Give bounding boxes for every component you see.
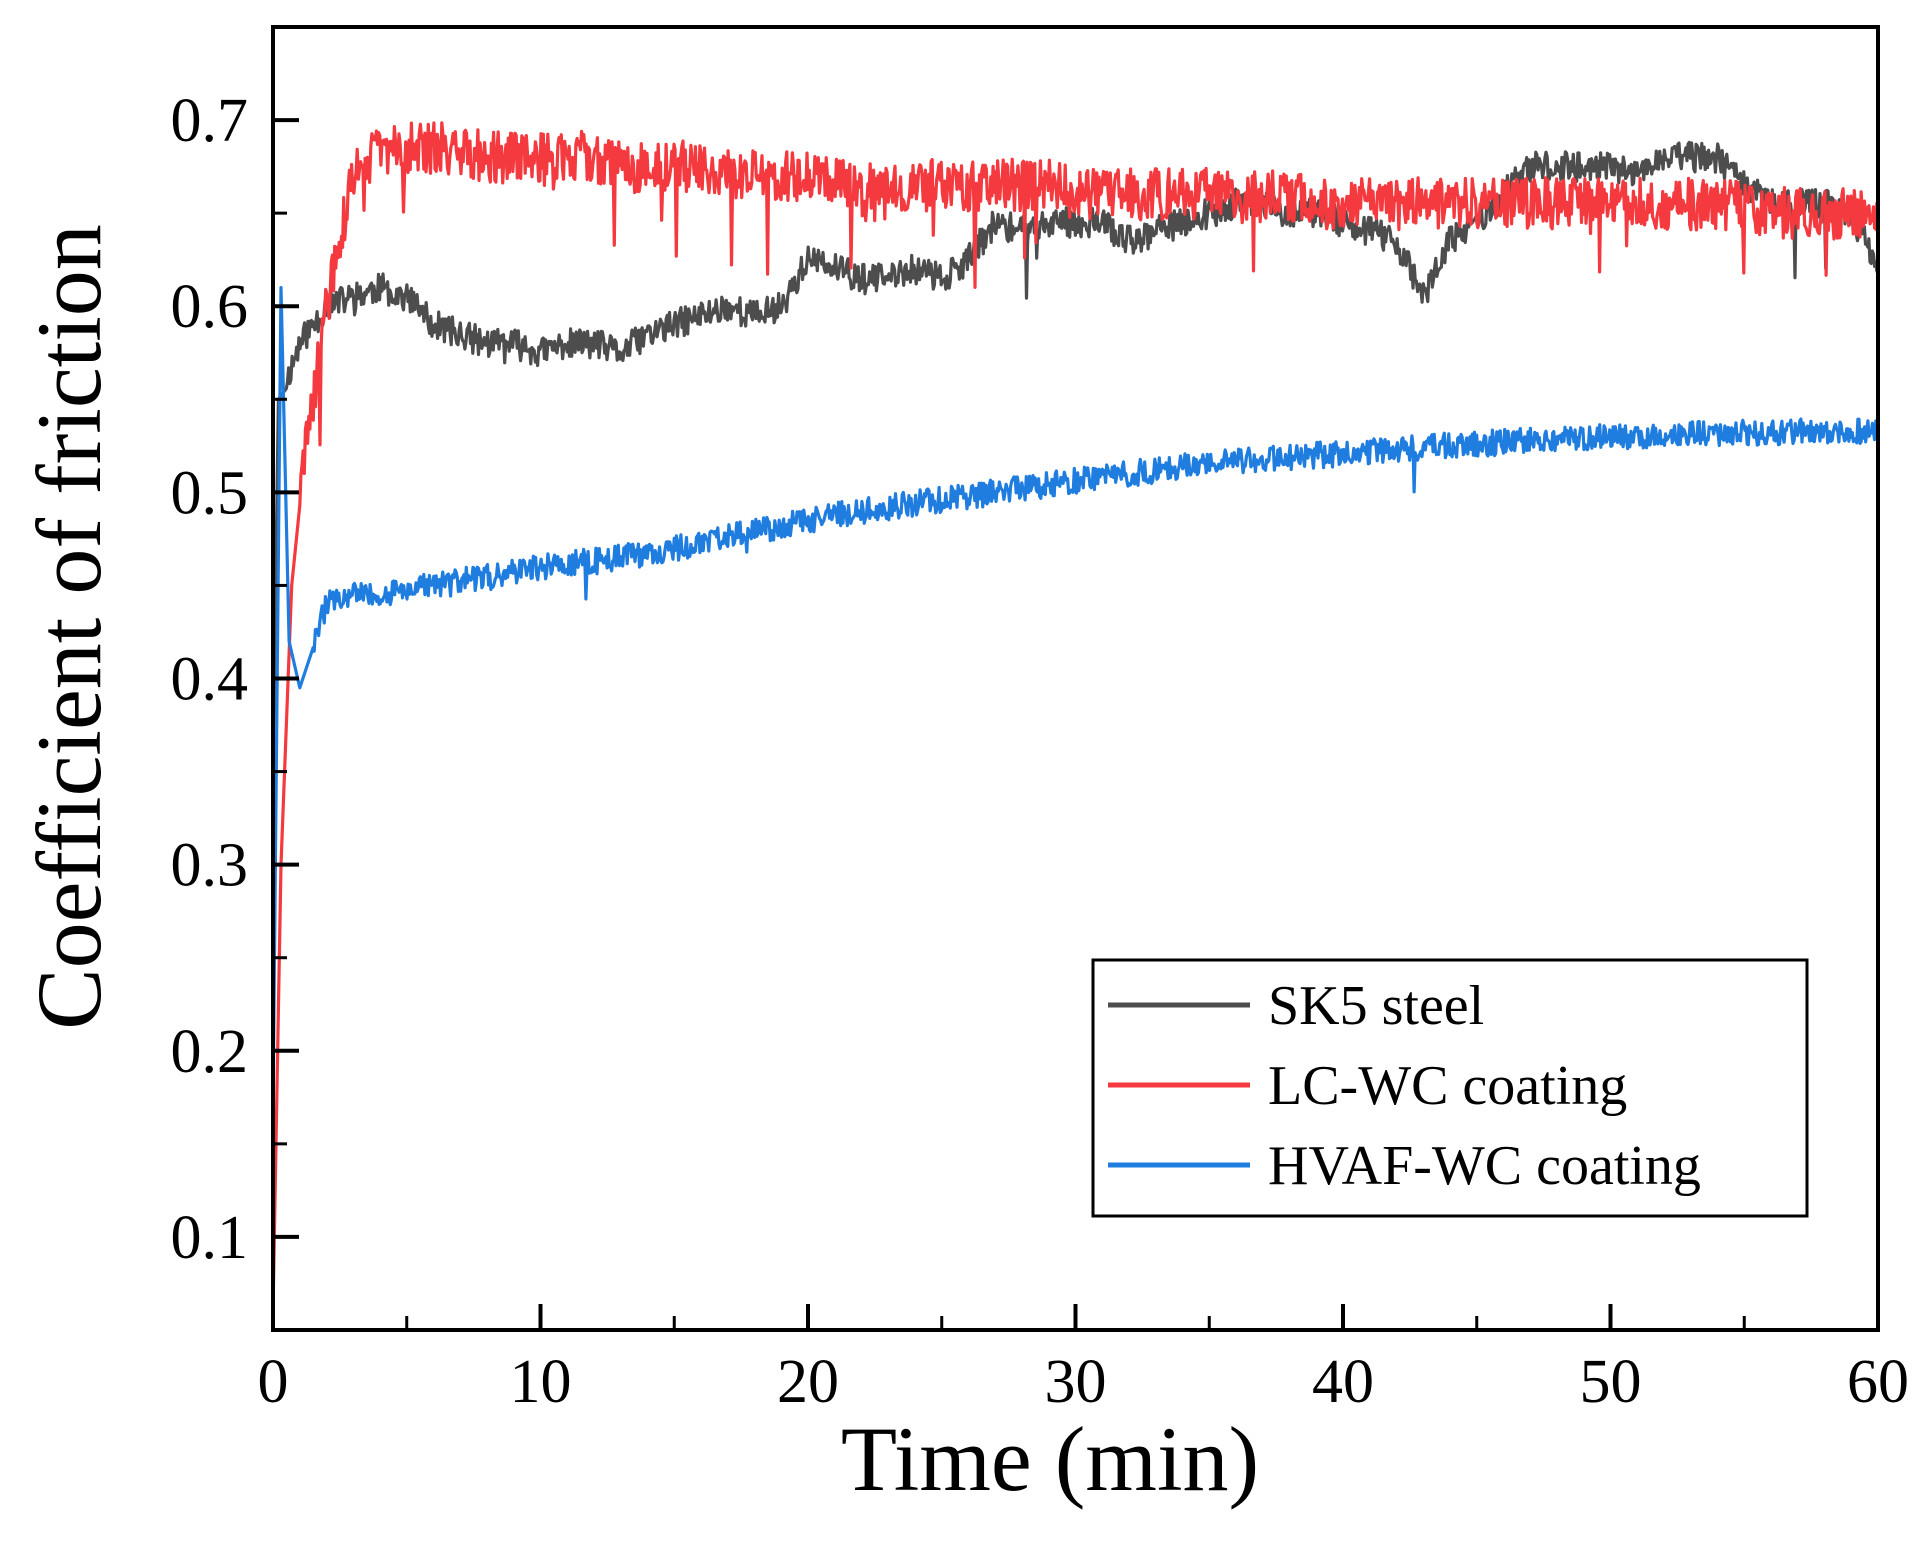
x-tick-label: 30	[1045, 1348, 1107, 1416]
x-tick-label: 60	[1847, 1348, 1909, 1416]
x-tick-label: 50	[1580, 1348, 1642, 1416]
x-tick-label: 0	[258, 1348, 289, 1416]
y-tick-label: 0.2	[171, 1018, 249, 1086]
x-tick-label: 40	[1312, 1348, 1374, 1416]
x-axis-title: Time (min)	[841, 1408, 1259, 1510]
series-line-1	[271, 140, 1880, 772]
tick-labels-layer: 0 10 20 30 40 50 60 0.1 0.2 0.3 0.4 0.5 0.6 0.7	[171, 87, 1910, 1416]
series-line-3	[271, 286, 1880, 1107]
y-tick-label: 0.5	[171, 459, 249, 527]
ticks-layer	[271, 118, 1880, 1330]
y-tick-label: 0.4	[171, 646, 249, 714]
legend-label: LC-WC coating	[1268, 1055, 1627, 1117]
legend-label: SK5 steel	[1268, 975, 1484, 1037]
y-tick-label: 0.7	[171, 87, 249, 155]
series-layer	[271, 121, 1880, 1312]
y-axis-title: Coefficient of friction	[18, 224, 120, 1030]
legend: SK5 steel LC-WC coating HVAF-WC coating	[1091, 958, 1809, 1218]
y-tick-label: 0.6	[171, 273, 249, 341]
series-line-2	[271, 121, 1880, 1312]
legend-label: HVAF-WC coating	[1268, 1135, 1701, 1197]
x-tick-label: 10	[510, 1348, 572, 1416]
y-tick-label: 0.3	[171, 832, 249, 900]
y-tick-label: 0.1	[171, 1204, 249, 1272]
legend-items: SK5 steel LC-WC coating HVAF-WC coating	[1108, 975, 1701, 1197]
x-tick-label: 20	[777, 1348, 839, 1416]
